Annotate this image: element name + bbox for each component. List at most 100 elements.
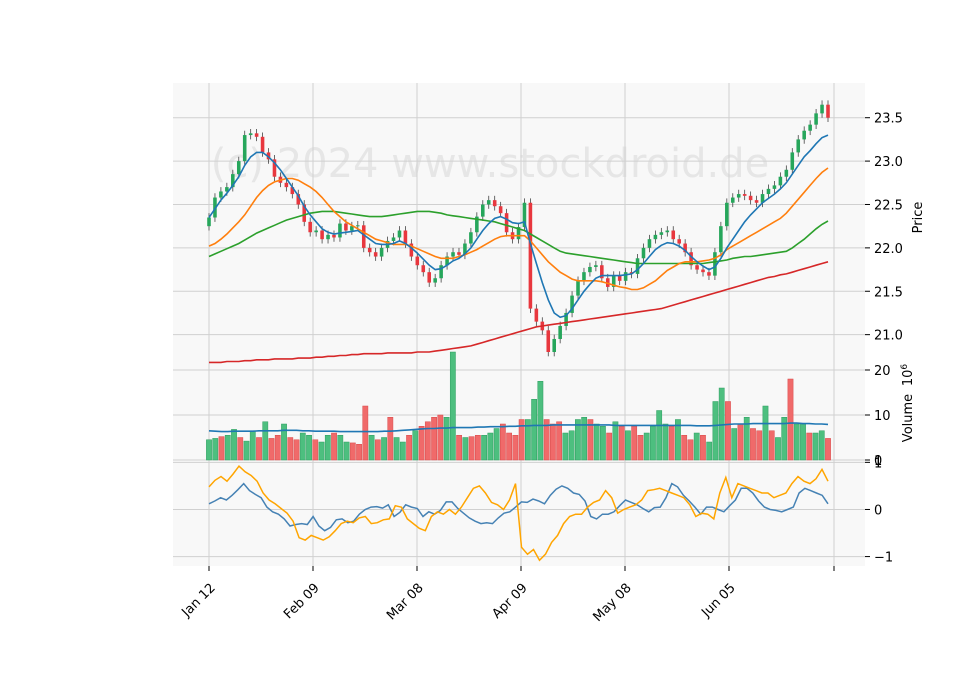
candle-body [272, 159, 277, 177]
candle-body [290, 187, 295, 195]
volume-bar [406, 435, 412, 461]
volume-bar [643, 432, 650, 461]
candle-body [481, 204, 485, 217]
candle-body [415, 256, 420, 266]
volume-bar [525, 419, 531, 461]
volume-bar [818, 430, 825, 461]
price-y-tick-label: 23.0 [874, 155, 903, 170]
volume-bar [237, 437, 244, 461]
candle-body [445, 256, 449, 266]
volume-bar [474, 435, 481, 461]
volume-bar [381, 437, 387, 461]
volume-bar [206, 439, 212, 461]
candle-body [730, 197, 735, 203]
oscillator-line-1 [208, 482, 829, 532]
volume-bar [268, 438, 275, 461]
volume-bar [631, 426, 638, 461]
volume-bar [512, 435, 519, 461]
candle-body [302, 204, 307, 222]
candle-body [463, 243, 467, 255]
volume-bar [625, 430, 631, 461]
volume-bar [768, 430, 775, 461]
volume-bar [343, 441, 350, 461]
ma-long-line [208, 210, 829, 265]
price-y-tick-label: 21.0 [874, 329, 903, 344]
volume-bar [518, 419, 525, 461]
volume-bar [287, 437, 294, 461]
volume-bar [681, 435, 688, 461]
volume-bar [581, 417, 588, 461]
candle-body [564, 312, 568, 326]
candle-body [320, 230, 324, 240]
volume-bar [650, 426, 656, 461]
volume-bar [537, 381, 544, 461]
candle-body [814, 113, 818, 125]
candle-body [778, 176, 783, 186]
volume-bar [362, 405, 369, 461]
candle-body [760, 194, 765, 203]
volume-bar [668, 426, 675, 461]
candle-body [635, 258, 640, 274]
volume-bar [393, 437, 400, 461]
volume-bar [262, 421, 269, 461]
candle-body [725, 202, 729, 227]
volume-bar [331, 432, 337, 461]
volume-bar [762, 405, 769, 461]
volume-bar [318, 441, 325, 461]
volume-bar [424, 421, 431, 461]
candle-body [796, 139, 801, 153]
volume-bar [662, 423, 669, 461]
candle-body [665, 230, 670, 233]
candle-body [534, 308, 539, 322]
volume-bar [781, 417, 788, 461]
x-tick-label: Feb 09 [281, 581, 323, 623]
candle-body [713, 252, 717, 276]
volume-bar [825, 438, 831, 461]
candle-body [225, 187, 229, 192]
volume-y-tick-label: 10 [874, 409, 891, 424]
candle-body [397, 230, 402, 238]
volume-bar [656, 410, 663, 461]
candle-body [826, 104, 830, 118]
volume-bar [787, 378, 794, 461]
volume-bar [550, 423, 556, 461]
volume-bar [243, 440, 250, 461]
x-tick-label: Apr 09 [490, 581, 531, 622]
volume-bar [299, 432, 306, 461]
volume-bar [274, 435, 281, 461]
x-tick-label: Mar 08 [384, 581, 427, 624]
x-tick-label: Jun 05 [698, 581, 738, 621]
volume-bar [687, 439, 694, 461]
candle-body [427, 272, 432, 283]
candle-body [558, 325, 562, 339]
volume-bar [606, 432, 613, 461]
volume-bar [418, 426, 425, 461]
candle-body [522, 202, 527, 228]
candle-body [457, 252, 461, 255]
volume-y-tick-label: 20 [874, 364, 891, 379]
x-tick-label: Jan 12 [179, 581, 219, 621]
ma-short-line [208, 134, 829, 319]
volume-bar [449, 351, 456, 461]
volume-bar [312, 439, 319, 461]
volume-bar [587, 419, 594, 461]
volume-bar [481, 435, 487, 461]
volume-bar [356, 444, 362, 461]
candle-body [492, 200, 497, 207]
candle-body [433, 278, 437, 283]
candle-body [231, 174, 235, 188]
price-y-tick-label: 22.0 [874, 242, 903, 257]
candle-body [570, 295, 574, 313]
candle-body [742, 194, 747, 196]
candle-body [623, 272, 628, 281]
oscillator-line-2 [208, 464, 829, 562]
candle-body [766, 188, 771, 195]
volume-bar [562, 432, 569, 461]
candle-body [207, 217, 211, 227]
volume-bar [637, 435, 644, 461]
volume-bar [618, 426, 625, 461]
candle-body [647, 239, 652, 248]
price-axis-label: Price [911, 202, 926, 234]
candle-body [719, 226, 723, 253]
